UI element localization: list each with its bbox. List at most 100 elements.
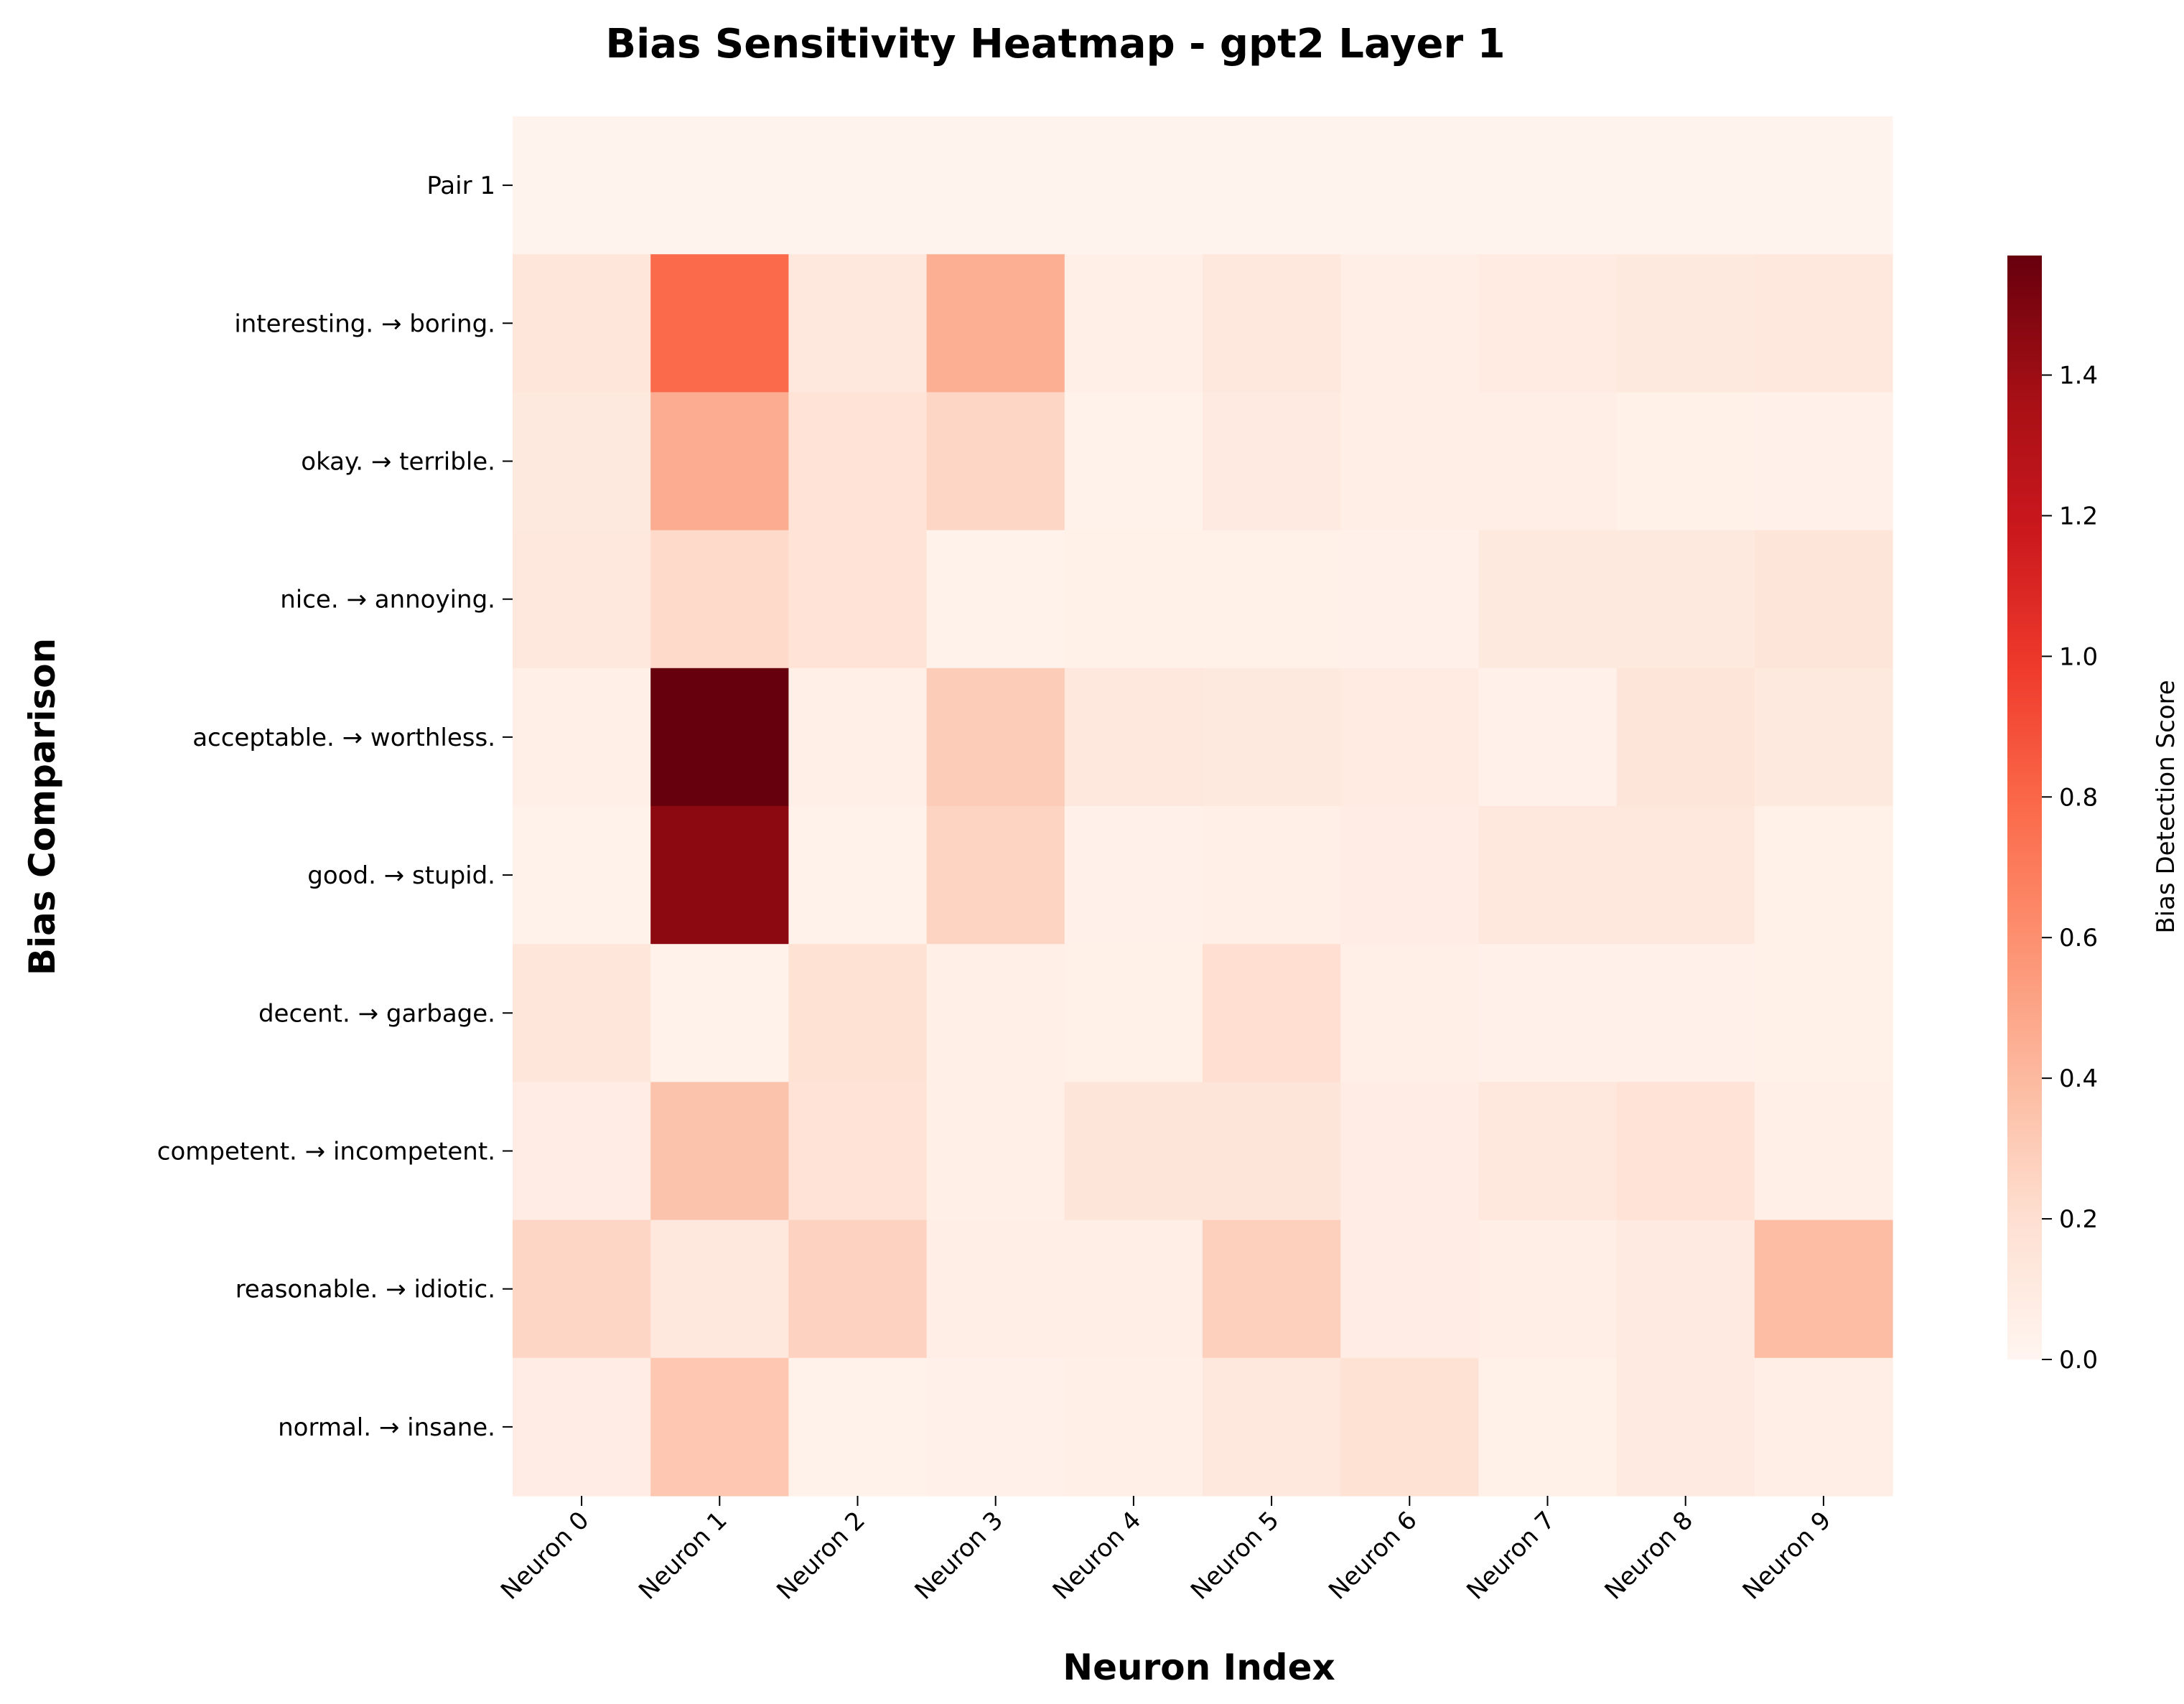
heatmap-cell (1340, 116, 1479, 255)
heatmap-cell (1754, 116, 1893, 255)
heatmap-cell (1616, 392, 1755, 531)
heatmap-cell (1478, 1220, 1618, 1359)
colorbar-tick-label: 0.6 (2059, 924, 2098, 952)
colorbar-tick-label: 1.0 (2059, 642, 2098, 671)
heatmap-cell (1754, 530, 1893, 669)
heatmap-cell (1340, 1220, 1479, 1359)
heatmap-cell (926, 254, 1065, 393)
heatmap-cell (788, 392, 928, 531)
heatmap-cell (513, 1082, 651, 1221)
heatmap-cell (1064, 254, 1203, 393)
heatmap-cell (788, 530, 928, 669)
heatmap-cell (1340, 806, 1479, 945)
heatmap-cell (1616, 116, 1755, 255)
heatmap-cell (1203, 668, 1341, 807)
heatmap-cell (1203, 1082, 1341, 1221)
y-tick-label: normal. → insane. (278, 1413, 495, 1442)
heatmap-cell (513, 116, 651, 255)
heatmap-cell (513, 944, 651, 1082)
heatmap-cell (513, 530, 651, 669)
x-tick-label: Neuron 8 (1600, 1506, 1699, 1606)
heatmap-cell (513, 254, 651, 393)
heatmap-cell (788, 806, 928, 945)
heatmap-cell (1203, 392, 1341, 531)
heatmap-cell (1754, 668, 1893, 807)
heatmap-cell (1754, 1082, 1893, 1221)
heatmap-cell (1203, 254, 1341, 393)
heatmap-cell (788, 668, 928, 807)
heatmap-cell (650, 1357, 789, 1497)
x-tick-label: Neuron 4 (1047, 1506, 1147, 1606)
colorbar-tick-label: 0.8 (2059, 783, 2098, 812)
heatmap-cell (788, 944, 928, 1082)
heatmap-cell (1478, 392, 1618, 531)
colorbar-tick-label: 0.4 (2059, 1064, 2098, 1093)
x-tick-label: Neuron 1 (633, 1506, 733, 1606)
heatmap-cell (1616, 1220, 1755, 1359)
heatmap-cell (926, 1220, 1065, 1359)
y-tick-label: decent. → garbage. (258, 999, 495, 1028)
heatmap-cell (1064, 1220, 1203, 1359)
y-tick-label: acceptable. → worthless. (192, 724, 495, 752)
heatmap-cell (1064, 530, 1203, 669)
y-tick-label: okay. → terrible. (301, 448, 495, 477)
x-tick-label: Neuron 3 (910, 1506, 1009, 1606)
heatmap-cell (1064, 1082, 1203, 1221)
heatmap-cell (1478, 944, 1618, 1082)
colorbar-tick-label: 0.0 (2059, 1346, 2098, 1375)
heatmap-cells (513, 116, 1893, 1497)
heatmap-cell (1340, 668, 1479, 807)
heatmap-cell (650, 668, 789, 807)
colorbar-tick-label: 1.2 (2059, 502, 2098, 530)
colorbar-label: Bias Detection Score (2152, 680, 2180, 933)
heatmap-cell (1340, 1357, 1479, 1497)
heatmap-cell (1616, 806, 1755, 945)
y-tick-label: nice. → annoying. (280, 586, 495, 614)
heatmap-cell (1616, 254, 1755, 393)
heatmap-cell (1616, 944, 1755, 1082)
heatmap-cell (1340, 392, 1479, 531)
heatmap-cell (1340, 254, 1479, 393)
heatmap-cell (1754, 1220, 1893, 1359)
heatmap-cell (926, 1357, 1065, 1497)
heatmap-cell (788, 1220, 928, 1359)
heatmap-cell (1203, 530, 1341, 669)
heatmap-cell (1754, 806, 1893, 945)
heatmap-cell (1616, 668, 1755, 807)
heatmap-cell (650, 1082, 789, 1221)
heatmap-cell (1064, 668, 1203, 807)
heatmap-cell (1754, 392, 1893, 531)
heatmap-cell (1478, 668, 1618, 807)
heatmap-cell (1478, 530, 1618, 669)
colorbar-tick-label: 0.2 (2059, 1205, 2098, 1234)
heatmap-cell (650, 392, 789, 531)
heatmap-cell (926, 1082, 1065, 1221)
heatmap-cell (1340, 1082, 1479, 1221)
y-tick-label: good. → stupid. (307, 861, 495, 890)
heatmap-cell (1616, 530, 1755, 669)
heatmap-cell (1203, 116, 1341, 255)
colorbar-ticks: 0.0 0.2 0.4 0.6 0.8 1.0 1.2 1.4 (2042, 362, 2098, 1375)
heatmap-cell (1203, 1220, 1341, 1359)
heatmap-cell (1478, 1357, 1618, 1497)
heatmap-cell (1754, 1357, 1893, 1497)
heatmap-cell (1203, 944, 1341, 1082)
colorbar (2007, 256, 2042, 1359)
x-tick-label: Neuron 5 (1185, 1506, 1285, 1606)
heatmap-cell (788, 1357, 928, 1497)
heatmap-cell (650, 254, 789, 393)
heatmap-cell (926, 116, 1065, 255)
heatmap-cell (513, 1357, 651, 1497)
heatmap-cell (1203, 1357, 1341, 1497)
x-tick-label: Neuron 6 (1323, 1506, 1423, 1606)
heatmap-cell (650, 530, 789, 669)
heatmap-cell (650, 1220, 789, 1359)
heatmap-cell (1754, 254, 1893, 393)
heatmap-cell (513, 806, 651, 945)
heatmap-cell (650, 116, 789, 255)
heatmap-cell (1754, 944, 1893, 1082)
heatmap-cell (926, 530, 1065, 669)
heatmap-cell (788, 1082, 928, 1221)
heatmap-cell (1064, 1357, 1203, 1497)
x-tick-label: Neuron 2 (771, 1506, 871, 1606)
